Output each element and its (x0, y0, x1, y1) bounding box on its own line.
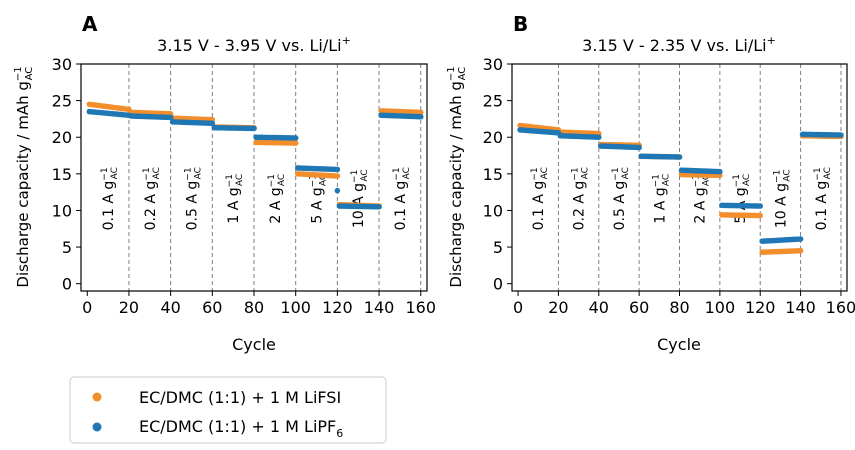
y-tick-label: 5 (493, 238, 503, 257)
x-tick-label: 0 (513, 298, 523, 317)
rate-label: 10 A g−1AC (350, 169, 370, 228)
x-tick-label: 20 (548, 298, 568, 317)
panel-a-x-axis-label: Cycle (232, 335, 276, 354)
rate-label: 0.5 A g−1AC (611, 167, 631, 230)
panel-a-y-axis-label: Discharge capacity / mAh g−1AC (13, 66, 35, 287)
data-point (209, 120, 216, 127)
y-tick-label: 25 (52, 92, 72, 111)
panel-b: B 3.15 V - 2.35 V vs. Li/Li+ Discharge c… (446, 12, 855, 354)
data-point (717, 168, 723, 175)
data-point (797, 236, 804, 242)
rate-label: 0.2 A g−1AC (571, 167, 591, 230)
data-point (334, 187, 341, 194)
y-tick-label: 15 (52, 165, 72, 184)
data-point (838, 132, 844, 138)
x-tick-label: 100 (280, 298, 311, 317)
rate-label: 10 A g−1AC (772, 169, 792, 228)
rate-label: 0.1 A g−1AC (100, 167, 120, 230)
x-tick-label: 160 (826, 298, 855, 317)
x-tick-label: 80 (669, 298, 689, 317)
rate-label: 1 A g−1AC (651, 174, 671, 224)
data-point (676, 154, 683, 160)
y-tick-label: 0 (62, 275, 72, 294)
data-point (292, 140, 299, 146)
rate-label: 0.2 A g−1AC (142, 167, 162, 230)
y-tick-label: 10 (52, 201, 72, 220)
panel-a: A 3.15 V - 3.95 V vs. Li/Li+ Discharge c… (13, 12, 436, 354)
y-tick-label: 15 (483, 165, 503, 184)
panel-a-title: 3.15 V - 3.95 V vs. Li/Li+ (157, 34, 351, 55)
data-point (334, 166, 341, 173)
x-tick-label: 40 (589, 298, 609, 317)
data-point (417, 109, 424, 116)
legend-marker-lipf6 (92, 422, 102, 432)
rate-label: 0.1 A g−1AC (530, 167, 550, 230)
panel-b-title: 3.15 V - 2.35 V vs. Li/Li+ (582, 34, 776, 55)
x-tick-label: 80 (244, 298, 264, 317)
svg-text:Discharge capacity / mAh g−1AC: Discharge capacity / mAh g−1AC (13, 66, 35, 287)
rate-label: 2 A g−1AC (267, 174, 287, 224)
x-tick-label: 20 (119, 298, 139, 317)
y-tick-label: 25 (483, 92, 503, 111)
data-point (797, 247, 804, 254)
x-tick-label: 120 (322, 298, 353, 317)
data-point (167, 114, 174, 121)
x-tick-label: 40 (160, 298, 180, 317)
panel-a-letter: A (82, 12, 98, 36)
svg-text:Discharge capacity / mAh g−1AC: Discharge capacity / mAh g−1AC (446, 66, 468, 287)
rate-label: 0.1 A g−1AC (813, 167, 833, 230)
legend: EC/DMC (1:1) + 1 M LiFSI EC/DMC (1:1) + … (69, 376, 387, 444)
y-tick-label: 30 (52, 55, 72, 74)
panel-b-y-axis-label: Discharge capacity / mAh g−1AC (446, 66, 468, 287)
rate-label: 1 A g−1AC (225, 174, 245, 224)
y-tick-label: 5 (62, 238, 72, 257)
x-tick-label: 160 (405, 298, 436, 317)
data-point (595, 134, 602, 141)
x-tick-label: 140 (364, 298, 395, 317)
legend-label-lipf6: EC/DMC (1:1) + 1 M LiPF6 (139, 417, 343, 440)
x-tick-label: 60 (629, 298, 649, 317)
data-point (757, 203, 764, 209)
y-tick-label: 20 (52, 128, 72, 147)
rate-label: 0.1 A g−1AC (392, 167, 412, 230)
y-tick-label: 30 (483, 55, 503, 74)
x-tick-label: 60 (202, 298, 222, 317)
data-point (251, 125, 257, 132)
data-point (376, 203, 382, 210)
legend-frame (69, 376, 387, 444)
legend-label-lifsi: EC/DMC (1:1) + 1 M LiFSI (139, 388, 341, 407)
rate-label: 5 A g−1AC (309, 174, 329, 224)
data-point (757, 212, 764, 219)
x-tick-label: 0 (82, 298, 92, 317)
y-tick-label: 0 (493, 275, 503, 294)
x-tick-label: 100 (705, 298, 736, 317)
data-point (334, 173, 341, 179)
data-point (292, 135, 299, 141)
data-point (417, 113, 424, 120)
rate-label: 2 A g−1AC (692, 174, 712, 224)
x-tick-label: 120 (745, 298, 776, 317)
panel-b-x-axis-label: Cycle (657, 335, 701, 354)
panel-b-letter: B (513, 12, 528, 36)
legend-marker-lifsi (92, 392, 102, 402)
y-tick-label: 20 (483, 128, 503, 147)
x-tick-label: 140 (785, 298, 816, 317)
rate-label: 0.5 A g−1AC (183, 167, 203, 230)
y-tick-label: 10 (483, 201, 503, 220)
data-point (636, 144, 642, 151)
